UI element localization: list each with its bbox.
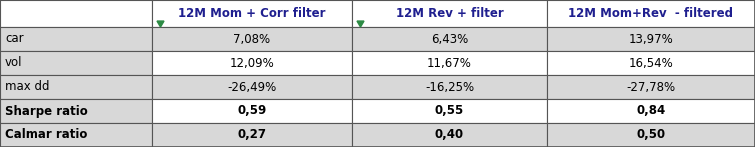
Bar	[0, 99, 152, 123]
Bar	[0, 27, 152, 51]
Text: 6,43%: 6,43%	[431, 32, 468, 46]
Bar	[152, 51, 352, 75]
Text: 0,59: 0,59	[237, 105, 267, 117]
Bar	[152, 0, 352, 27]
Bar	[152, 75, 352, 99]
Text: vol: vol	[5, 56, 23, 70]
Text: -27,78%: -27,78%	[627, 81, 676, 93]
Bar	[152, 99, 352, 123]
Text: Calmar ratio: Calmar ratio	[5, 128, 88, 142]
Text: -26,49%: -26,49%	[227, 81, 276, 93]
Bar	[352, 51, 547, 75]
Text: 12,09%: 12,09%	[230, 56, 274, 70]
Bar	[547, 75, 755, 99]
Text: 12M Mom+Rev  - filtered: 12M Mom+Rev - filtered	[569, 7, 734, 20]
Bar	[547, 0, 755, 27]
Bar	[352, 0, 547, 27]
Text: 0,50: 0,50	[636, 128, 666, 142]
Text: -16,25%: -16,25%	[425, 81, 474, 93]
Text: car: car	[5, 32, 23, 46]
Polygon shape	[157, 21, 164, 27]
Text: Sharpe ratio: Sharpe ratio	[5, 105, 88, 117]
Text: 0,84: 0,84	[636, 105, 666, 117]
Text: 13,97%: 13,97%	[629, 32, 673, 46]
Text: 11,67%: 11,67%	[427, 56, 472, 70]
Text: 12M Mom + Corr filter: 12M Mom + Corr filter	[178, 7, 325, 20]
Bar	[547, 123, 755, 147]
Text: 16,54%: 16,54%	[629, 56, 673, 70]
Bar	[0, 75, 152, 99]
Bar	[0, 51, 152, 75]
Bar	[352, 99, 547, 123]
Bar	[152, 27, 352, 51]
Bar	[152, 123, 352, 147]
Polygon shape	[357, 21, 364, 27]
Text: 12M Rev + filter: 12M Rev + filter	[396, 7, 504, 20]
Text: 0,40: 0,40	[435, 128, 464, 142]
Bar	[547, 99, 755, 123]
Text: 7,08%: 7,08%	[233, 32, 270, 46]
Bar	[352, 27, 547, 51]
Text: 0,27: 0,27	[238, 128, 267, 142]
Bar	[352, 75, 547, 99]
Bar	[0, 0, 152, 27]
Text: max dd: max dd	[5, 81, 50, 93]
Bar	[0, 123, 152, 147]
Text: 0,55: 0,55	[435, 105, 464, 117]
Bar	[352, 123, 547, 147]
Bar	[547, 27, 755, 51]
Bar	[547, 51, 755, 75]
